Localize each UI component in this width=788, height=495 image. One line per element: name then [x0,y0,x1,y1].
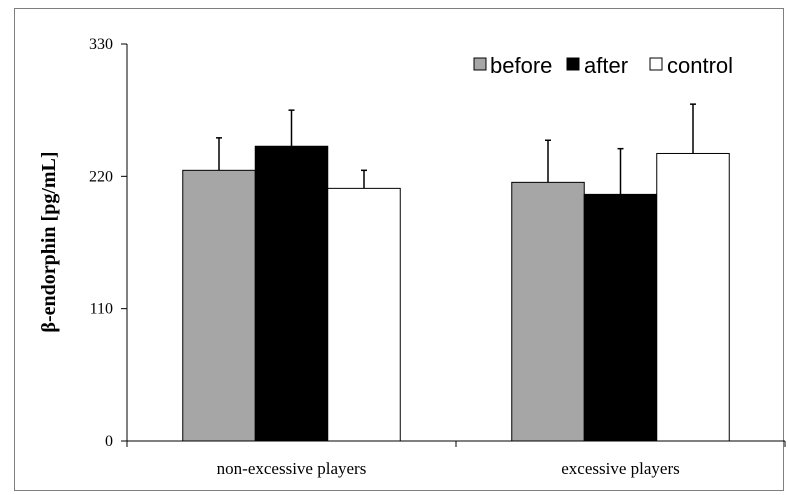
bar-before [511,181,585,442]
y-tick-label: 0 [105,433,113,450]
bar-control [327,187,401,442]
bar-after [254,145,329,442]
category-label: excessive players [561,459,679,478]
y-tick-label: 110 [90,301,113,318]
labels: 0 110 220 330 non-excessive players excessive… [38,36,680,478]
bar-after [583,193,658,442]
legend-label-control: control [667,53,733,78]
error-bars [216,103,696,195]
legend-label-before: before [490,53,552,78]
bar-control [656,152,730,442]
y-axis-title: β-endorphin [pg/mL] [38,151,60,332]
legend-swatch-after [566,57,580,71]
legend-swatch-before [473,57,487,71]
legend-label-after: after [584,53,628,78]
y-tick-label: 220 [89,168,113,185]
legend-swatch-control [649,57,663,71]
chart-frame [14,8,784,491]
category-label: non-excessive players [217,459,367,478]
bar-before [182,169,256,442]
legend: before after control [473,53,733,78]
bars [182,145,730,442]
y-tick-label: 330 [89,36,113,53]
